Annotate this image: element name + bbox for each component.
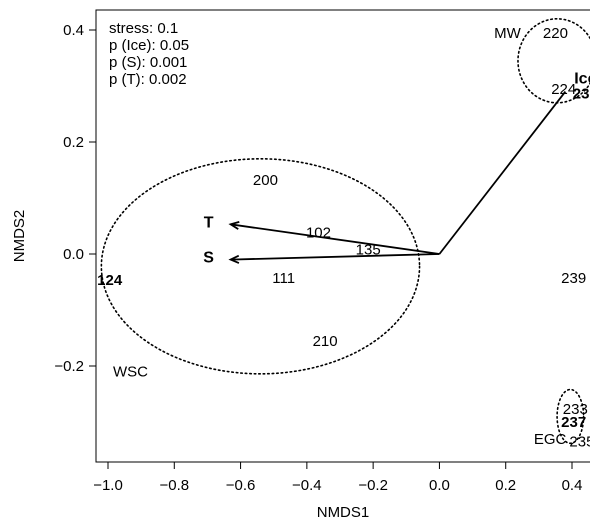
ellipse-wsc (100, 158, 421, 375)
group-label-mw: MW (494, 25, 521, 42)
vector-label-t: T (204, 214, 214, 231)
plot-area: TSIce 2202242312001021351111242392102332… (97, 18, 590, 451)
point-label-135: 135 (356, 242, 381, 259)
group-label-wsc: WSC (113, 364, 148, 381)
x-tick-label: −1.0 (93, 477, 123, 494)
x-axis-title: NMDS1 (317, 504, 370, 521)
x-axis: −1.0 −0.8 −0.6 −0.4 −0.2 0.0 0.2 0.4 (93, 462, 582, 494)
point-label-200: 200 (253, 172, 278, 189)
stat-line: p (Ice): 0.05 (109, 37, 189, 54)
plot-frame (95, 9, 590, 463)
y-tick-label: 0.4 (63, 22, 84, 39)
point-label-220: 220 (543, 25, 568, 42)
point-label-239: 239 (561, 270, 586, 287)
x-tick-label: 0.2 (495, 477, 516, 494)
vector-label-ice: Ice (574, 71, 590, 88)
x-tick-label: −0.4 (292, 477, 322, 494)
point-label-237: 237 (561, 414, 586, 431)
vector-t (230, 223, 440, 255)
vector-label-s: S (203, 250, 214, 267)
group-label-egc: EGC (534, 431, 567, 448)
environmental-vectors: T S Ice (203, 71, 590, 267)
y-axis-title: NMDS2 (11, 210, 28, 263)
stat-line: p (T): 0.002 (109, 71, 187, 88)
vector-s (230, 253, 440, 261)
stat-line: stress: 0.1 (109, 20, 178, 37)
vector-ice (438, 91, 567, 255)
x-tick-label: 0.0 (429, 477, 450, 494)
y-tick-label: 0.2 (63, 134, 84, 151)
point-label-111: 111 (272, 270, 295, 287)
x-tick-label: −0.6 (226, 477, 256, 494)
point-label-224: 224 (551, 81, 576, 98)
ellipse-egc (556, 388, 585, 445)
y-tick-label: 0.0 (63, 246, 84, 263)
point-label-124: 124 (97, 272, 123, 289)
vector-arrowhead (228, 220, 240, 230)
x-tick-label: −0.2 (358, 477, 388, 494)
group-labels: WSC MW EGC (113, 25, 567, 448)
group-ellipses (100, 18, 590, 445)
point-label-102: 102 (306, 225, 331, 242)
x-tick-label: −0.8 (159, 477, 189, 494)
point-label-231: 231 (573, 85, 590, 102)
point-label-235: 235 (569, 434, 590, 451)
stat-line: p (S): 0.001 (109, 54, 187, 71)
y-axis: −0.2 0.0 0.2 0.4 (54, 22, 96, 375)
point-label-233: 233 (563, 401, 588, 418)
point-label-210: 210 (313, 333, 338, 350)
vector-arrowhead (228, 254, 240, 264)
x-tick-label: 0.4 (562, 477, 583, 494)
y-tick-label: −0.2 (54, 358, 84, 375)
